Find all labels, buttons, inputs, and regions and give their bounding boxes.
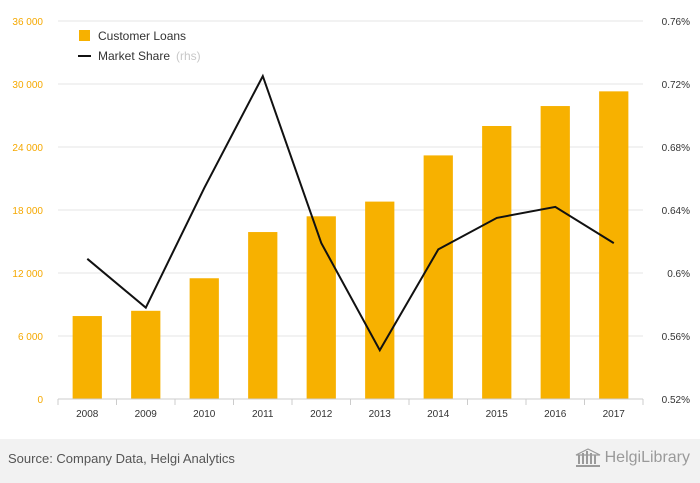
legend-swatch-customer-loans (79, 30, 90, 41)
line-series (86, 73, 615, 353)
x-tick-label: 2014 (427, 409, 450, 420)
y-left-tick-label: 36 000 (12, 17, 43, 28)
x-tick-label: 2009 (135, 409, 158, 420)
x-tick-label: 2011 (252, 409, 274, 420)
x-tick-label: 2008 (76, 409, 99, 420)
y-left-tick-label: 6 000 (18, 332, 43, 343)
axes: 0 6 000 12 000 18 000 24 000 30 000 36 000 0.52… (12, 17, 690, 420)
y-right-tick-label: 0.72% (662, 80, 690, 91)
x-tick-label: 2012 (310, 409, 333, 420)
legend-label-market-share: Market Share (98, 49, 170, 63)
x-tick-label: 2017 (603, 409, 626, 420)
brand-logo[interactable]: HelgiLibrary (575, 448, 690, 468)
library-building-icon (575, 448, 600, 467)
bar-customer-loans (189, 278, 219, 399)
footer: Source: Company Data, Helgi Analytics He… (0, 439, 700, 483)
bar-customer-loans (248, 232, 278, 399)
legend-label-customer-loans: Customer Loans (98, 29, 186, 43)
x-tick-label: 2010 (193, 409, 216, 420)
y-right-tick-label: 0.56% (662, 332, 690, 343)
x-tick-label: 2013 (369, 409, 392, 420)
y-left-tick-label: 18 000 (12, 206, 43, 217)
bar-customer-loans (482, 126, 512, 399)
source-text: Source: Company Data, Helgi Analytics (8, 451, 235, 466)
y-right-tick-label: 0.6% (667, 269, 690, 280)
y-right-tick-label: 0.68% (662, 143, 690, 154)
legend-suffix-rhs: (rhs) (176, 49, 201, 63)
y-right-tick-label: 0.76% (662, 17, 690, 28)
x-tick-label: 2016 (544, 409, 567, 420)
y-left-tick-label: 12 000 (12, 269, 43, 280)
x-tick-label: 2015 (486, 409, 509, 420)
y-left-tick-label: 0 (37, 395, 43, 406)
brand-name: HelgiLibrary (604, 449, 690, 466)
y-left-tick-label: 30 000 (12, 80, 43, 91)
bar-customer-loans (365, 201, 395, 399)
bar-customer-loans (306, 216, 336, 399)
bar-customer-loans (131, 310, 161, 399)
bar-customer-loans (599, 91, 629, 399)
bar-series (72, 91, 629, 400)
y-right-tick-label: 0.64% (662, 206, 690, 217)
y-left-tick-label: 24 000 (12, 143, 43, 154)
chart: 0 6 000 12 000 18 000 24 000 30 000 36 000 0.52… (12, 17, 690, 420)
bar-customer-loans (540, 106, 570, 400)
bar-customer-loans (423, 155, 453, 399)
line-market-share (86, 73, 615, 353)
legend: Customer Loans Market Share (rhs) (78, 29, 201, 63)
bar-customer-loans (72, 316, 102, 399)
y-right-tick-label: 0.52% (662, 395, 690, 406)
